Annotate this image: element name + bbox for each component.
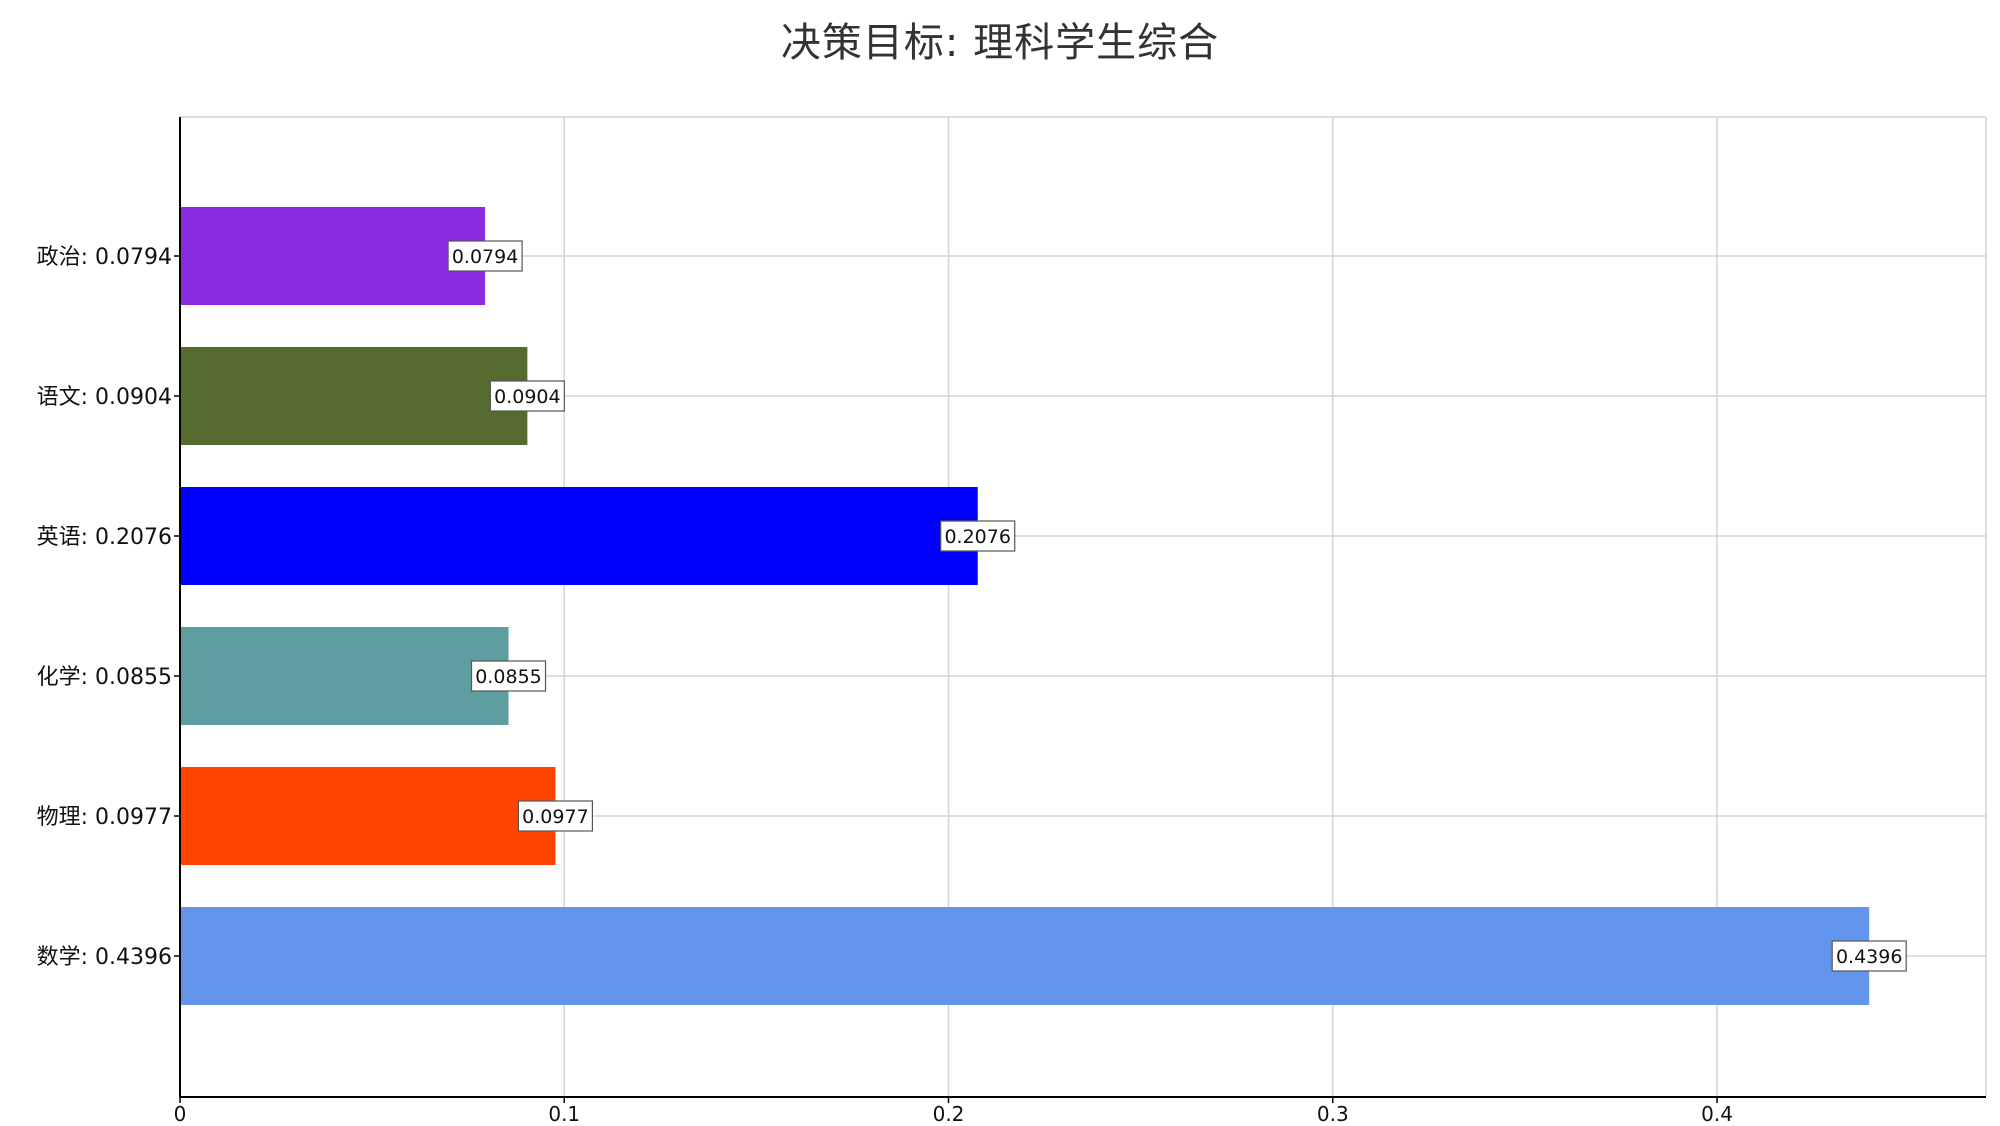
category-label: 英语: 0.2076: [37, 525, 172, 550]
category-label: 政治: 0.0794: [37, 245, 172, 270]
data-label: 0.0904: [489, 380, 565, 412]
bar-化学: [180, 627, 509, 725]
data-label-box: [517, 800, 594, 832]
category-label: 物理: 0.0977: [37, 805, 172, 830]
data-label-box: [940, 520, 1016, 552]
bar-政治: [180, 207, 486, 305]
x-tick-label: 0.4: [1701, 1102, 1733, 1126]
category-label: 语文: 0.0904: [37, 385, 172, 410]
x-tick-label: 0: [174, 1102, 187, 1126]
data-label-text: 0.0794: [452, 246, 518, 268]
category-label: 数学: 0.4396: [37, 945, 172, 970]
category-label: 化学: 0.0855: [37, 665, 172, 690]
labels: 政治: 0.0794 0.0794 语文: 0.0904 0.0904 英语: 0.20…: [37, 240, 1907, 972]
data-label: 0.0855: [470, 660, 547, 692]
data-label-text: 0.0855: [475, 666, 541, 688]
bar-数学: [180, 907, 1870, 1005]
bar-英语: [180, 487, 978, 585]
data-label: 0.0794: [447, 240, 523, 272]
data-label-box: [489, 380, 565, 412]
data-label-box: [470, 660, 547, 692]
data-label-box: [1831, 940, 1907, 972]
data-label: 0.0977: [517, 800, 594, 832]
x-tick-label: 0.1: [548, 1102, 580, 1126]
data-label-text: 0.4396: [1836, 946, 1902, 968]
data-label: 0.4396: [1831, 940, 1907, 972]
data-label: 0.2076: [940, 520, 1016, 552]
data-label-text: 0.0904: [494, 386, 560, 408]
x-tick-label: 0.2: [933, 1102, 965, 1126]
data-label-text: 0.2076: [944, 526, 1010, 548]
bars: [180, 207, 1870, 1005]
chart-title: 决策目标: 理科学生综合: [780, 20, 1220, 66]
x-tick-label: 0.3: [1317, 1102, 1349, 1126]
bar-语文: [180, 347, 528, 445]
bar-物理: [180, 767, 556, 865]
data-label-box: [447, 240, 523, 272]
data-label-text: 0.0977: [522, 806, 588, 828]
axes: 0 0.1 0.2 0.3 0.4: [174, 117, 1986, 1126]
